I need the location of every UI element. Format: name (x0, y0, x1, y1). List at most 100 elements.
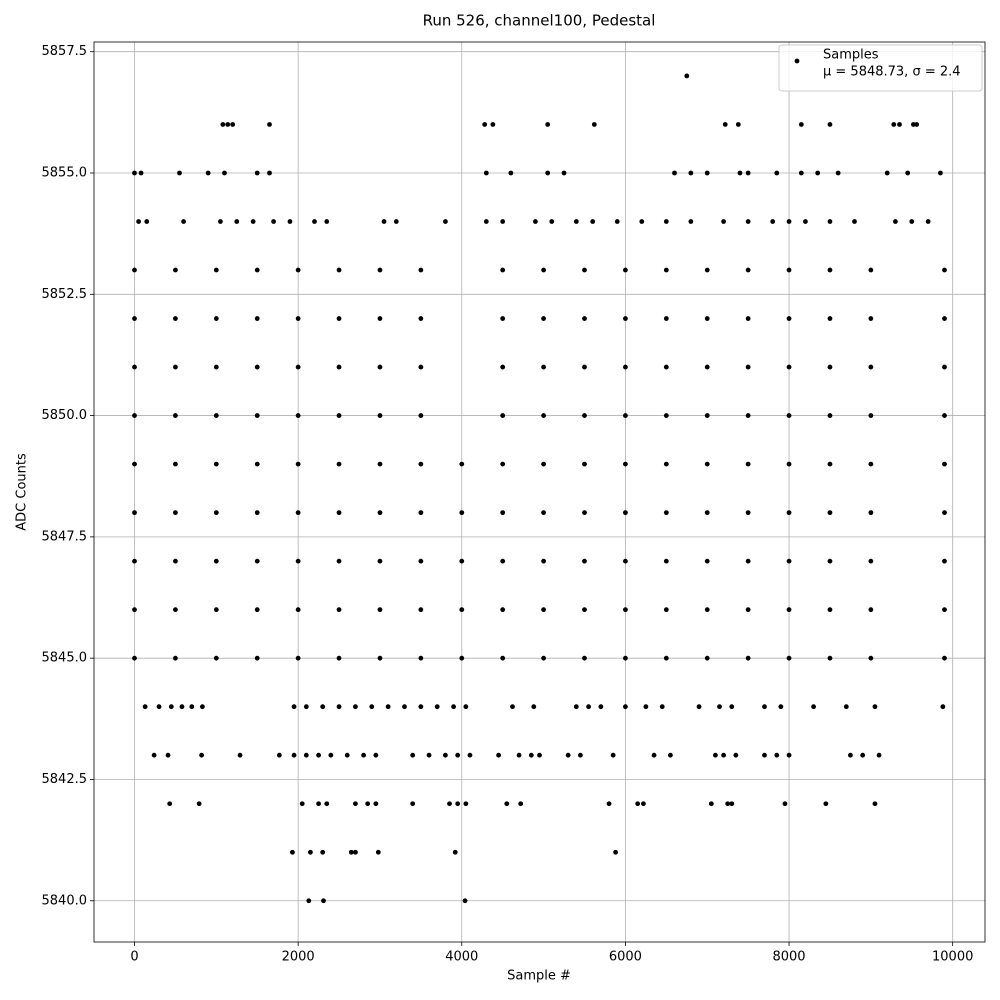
point (336, 704, 342, 710)
point (940, 704, 946, 710)
point (196, 801, 202, 807)
point (213, 510, 219, 516)
point (353, 849, 358, 855)
grid (94, 42, 985, 942)
point (827, 607, 833, 613)
point (905, 170, 911, 176)
point (827, 510, 833, 516)
point (704, 267, 710, 273)
point (290, 849, 295, 855)
point (516, 752, 522, 758)
point (623, 607, 628, 613)
point (418, 364, 424, 370)
point (704, 364, 710, 370)
point (254, 364, 260, 370)
point (504, 801, 510, 807)
point (663, 364, 669, 370)
point (663, 655, 669, 661)
point (827, 219, 833, 224)
point (291, 752, 297, 758)
point (704, 170, 710, 176)
legend-marker (794, 58, 800, 64)
point (500, 267, 506, 273)
point (942, 413, 947, 418)
point (455, 752, 461, 758)
point (848, 752, 853, 758)
point (745, 510, 751, 516)
y-tick-label: 5840.0 (42, 893, 88, 908)
point (459, 510, 465, 516)
point (287, 219, 293, 224)
x-tick-label: 2000 (282, 950, 315, 965)
point (320, 849, 326, 855)
point (541, 510, 546, 516)
point (745, 316, 751, 321)
point (173, 413, 178, 418)
point (308, 849, 313, 855)
point (373, 752, 379, 758)
point (582, 413, 587, 418)
point (663, 267, 669, 273)
point (336, 655, 342, 661)
point (835, 170, 841, 176)
point (762, 704, 767, 710)
point (704, 558, 710, 564)
point (336, 316, 342, 321)
point (815, 170, 821, 176)
point (136, 219, 141, 224)
point (704, 316, 710, 321)
point (459, 655, 465, 661)
x-tick-label: 0 (130, 950, 138, 965)
y-tick-label: 5852.5 (42, 287, 88, 302)
point (336, 510, 342, 516)
point (708, 801, 714, 807)
point (942, 510, 947, 516)
point (704, 510, 710, 516)
point (173, 267, 178, 273)
point (167, 801, 173, 807)
point (942, 461, 947, 467)
point (165, 752, 171, 758)
point (942, 267, 947, 273)
point (745, 364, 751, 370)
point (254, 510, 260, 516)
point (459, 461, 465, 467)
plot-frame (93, 41, 986, 943)
point (938, 170, 943, 176)
point (276, 752, 282, 758)
point (774, 170, 780, 176)
point (177, 170, 182, 176)
point (213, 607, 219, 613)
point (582, 364, 587, 370)
point (222, 170, 227, 176)
point (531, 704, 537, 710)
point (254, 461, 260, 467)
point (704, 607, 710, 613)
point (704, 655, 710, 661)
point (316, 752, 321, 758)
point (573, 704, 579, 710)
point (132, 413, 137, 418)
point (254, 316, 260, 321)
point (225, 122, 231, 127)
point (250, 219, 256, 224)
point (418, 316, 424, 321)
point (418, 655, 424, 661)
point (528, 752, 534, 758)
point (459, 558, 465, 564)
legend-annotation: μ = 5848.73, σ = 2.4 (823, 65, 961, 80)
x-axis-label: Sample # (507, 969, 571, 984)
point (434, 704, 440, 710)
point (721, 752, 726, 758)
y-tick-label: 5847.5 (42, 529, 88, 544)
point (463, 704, 469, 710)
point (132, 510, 137, 516)
point (541, 655, 546, 661)
point (138, 170, 144, 176)
point (770, 219, 776, 224)
point (884, 170, 890, 176)
point (132, 607, 137, 613)
point (237, 752, 243, 758)
chart-title: Run 526, channel100, Pedestal (423, 12, 656, 30)
point (410, 801, 416, 807)
